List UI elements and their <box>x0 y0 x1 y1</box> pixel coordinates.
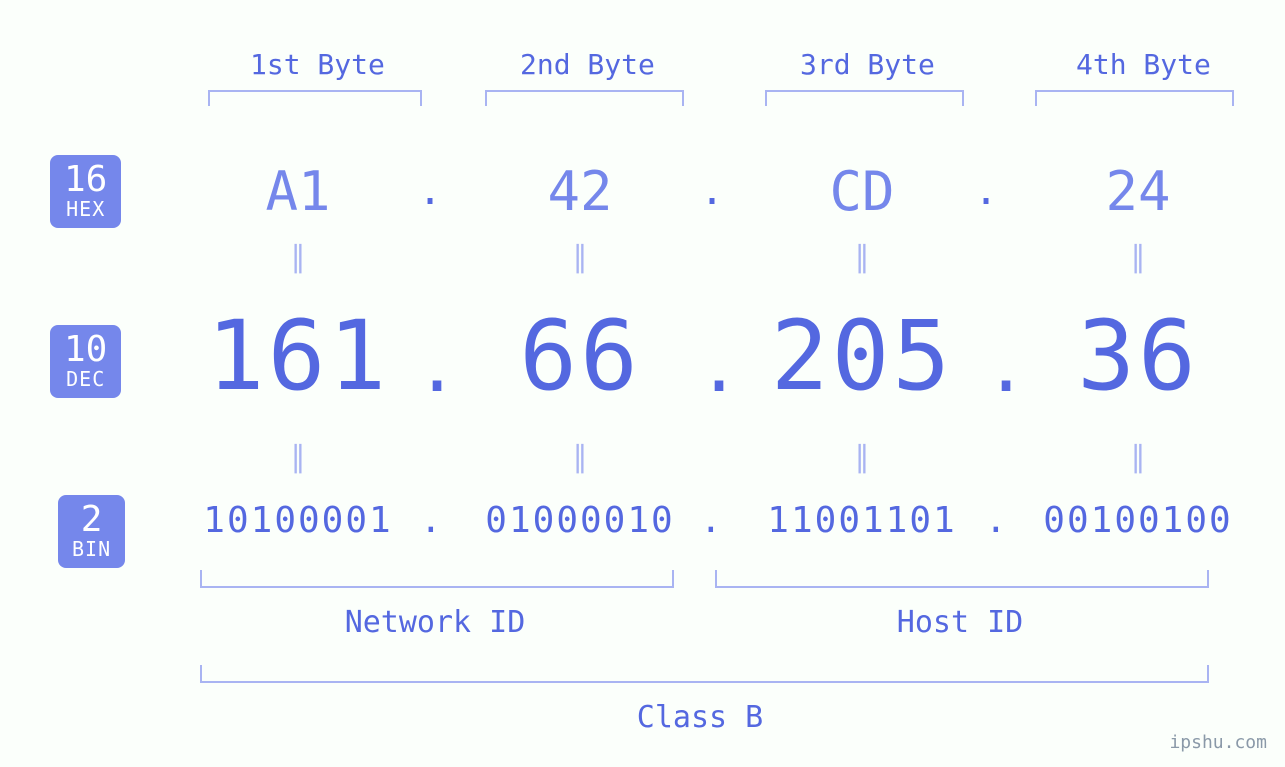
base-badge-hex: 16 HEX <box>50 155 121 228</box>
byte-bracket-2 <box>485 90 684 106</box>
bin-byte-3: 11001101 <box>767 500 956 541</box>
watermark: ipshu.com <box>1169 732 1267 753</box>
byte-bracket-3 <box>765 90 964 106</box>
base-badge-dec: 10 DEC <box>50 325 121 398</box>
hex-byte-2: 42 <box>547 160 612 223</box>
byte-bracket-1 <box>208 90 422 106</box>
class-bracket <box>200 665 1209 683</box>
dec-byte-2: 66 <box>519 300 641 412</box>
byte-bracket-4 <box>1035 90 1234 106</box>
network-id-label: Network ID <box>345 605 526 640</box>
equals-icon: ∥ <box>291 240 306 275</box>
host-id-label: Host ID <box>897 605 1023 640</box>
network-id-bracket <box>200 570 674 588</box>
equals-icon: ∥ <box>1131 440 1146 475</box>
bin-byte-2: 01000010 <box>485 500 674 541</box>
base-badge-bin: 2 BIN <box>58 495 125 568</box>
dec-dot-3: . <box>985 326 1027 408</box>
hex-byte-4: 24 <box>1105 160 1170 223</box>
base-num-hex: 16 <box>64 161 107 199</box>
hex-byte-3: CD <box>829 160 894 223</box>
byte-label-1: 1st Byte <box>250 48 385 81</box>
dec-dot-1: . <box>416 326 458 408</box>
equals-icon: ∥ <box>573 240 588 275</box>
hex-dot-3: . <box>974 168 998 214</box>
class-label: Class B <box>637 700 763 735</box>
base-name-hex: HEX <box>64 199 107 220</box>
base-name-dec: DEC <box>64 369 107 390</box>
equals-icon: ∥ <box>855 240 870 275</box>
dec-byte-1: 161 <box>207 300 389 412</box>
base-name-bin: BIN <box>72 539 111 560</box>
byte-label-4: 4th Byte <box>1076 48 1211 81</box>
equals-icon: ∥ <box>291 440 306 475</box>
bin-byte-1: 10100001 <box>203 500 392 541</box>
base-num-bin: 2 <box>72 501 111 539</box>
hex-byte-1: A1 <box>265 160 330 223</box>
bin-byte-4: 00100100 <box>1043 500 1232 541</box>
base-num-dec: 10 <box>64 331 107 369</box>
dec-dot-2: . <box>698 326 740 408</box>
equals-icon: ∥ <box>573 440 588 475</box>
hex-dot-1: . <box>418 168 442 214</box>
equals-icon: ∥ <box>1131 240 1146 275</box>
host-id-bracket <box>715 570 1209 588</box>
byte-label-3: 3rd Byte <box>800 48 935 81</box>
bin-dot-1: . <box>420 500 442 541</box>
byte-label-2: 2nd Byte <box>520 48 655 81</box>
dec-byte-3: 205 <box>771 300 953 412</box>
dec-byte-4: 36 <box>1077 300 1199 412</box>
equals-icon: ∥ <box>855 440 870 475</box>
bin-dot-2: . <box>700 500 722 541</box>
hex-dot-2: . <box>700 168 724 214</box>
bin-dot-3: . <box>985 500 1007 541</box>
